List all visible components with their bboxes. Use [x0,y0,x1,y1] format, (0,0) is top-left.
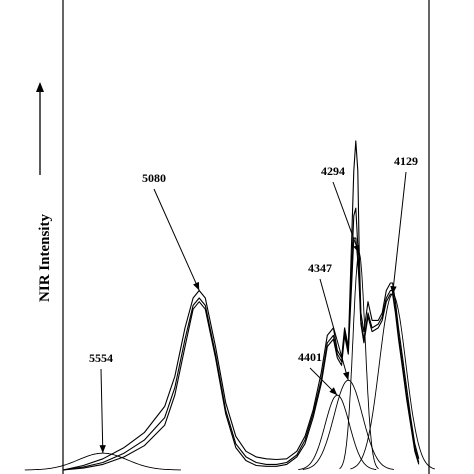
band-curve-5554 [24,452,181,471]
spectrum-line-3 [62,237,420,471]
peak-label-5080: 5080 [142,171,166,185]
peak-label-4347: 4347 [308,261,332,275]
peak-label-4294: 4294 [321,164,345,178]
leader-line-4294 [332,181,360,254]
leader-arrowhead-4294 [353,244,360,254]
band-curve-4129 [350,293,435,470]
band-curve-4401 [298,394,377,471]
band-curve-4294 [339,252,379,470]
y-axis-arrow-head [36,82,44,92]
leader-line-4129 [392,171,407,295]
leader-arrowhead-4347 [343,371,350,381]
leader-line-4347 [319,278,349,381]
spectrum-line-2 [62,207,420,471]
leader-arrowhead-5554 [99,445,106,454]
leader-arrowhead-4401 [329,387,338,396]
leader-arrowhead-5080 [193,281,200,291]
peak-label-5554: 5554 [89,351,113,365]
leader-arrowhead-4129 [390,285,397,295]
annotations-layer: 5080 5554 4294 4129 4347 4401 [89,154,418,454]
leader-line-5554 [100,368,104,454]
y-axis-label-group: NIR Intensity [36,82,53,302]
leader-line-5080 [153,188,200,291]
peak-label-4401: 4401 [298,350,322,364]
curves-layer [24,140,435,471]
y-axis-label: NIR Intensity [37,214,53,302]
spectrum-line-1 [62,140,420,471]
plot-frame [62,0,430,474]
peak-label-4129: 4129 [394,154,418,168]
